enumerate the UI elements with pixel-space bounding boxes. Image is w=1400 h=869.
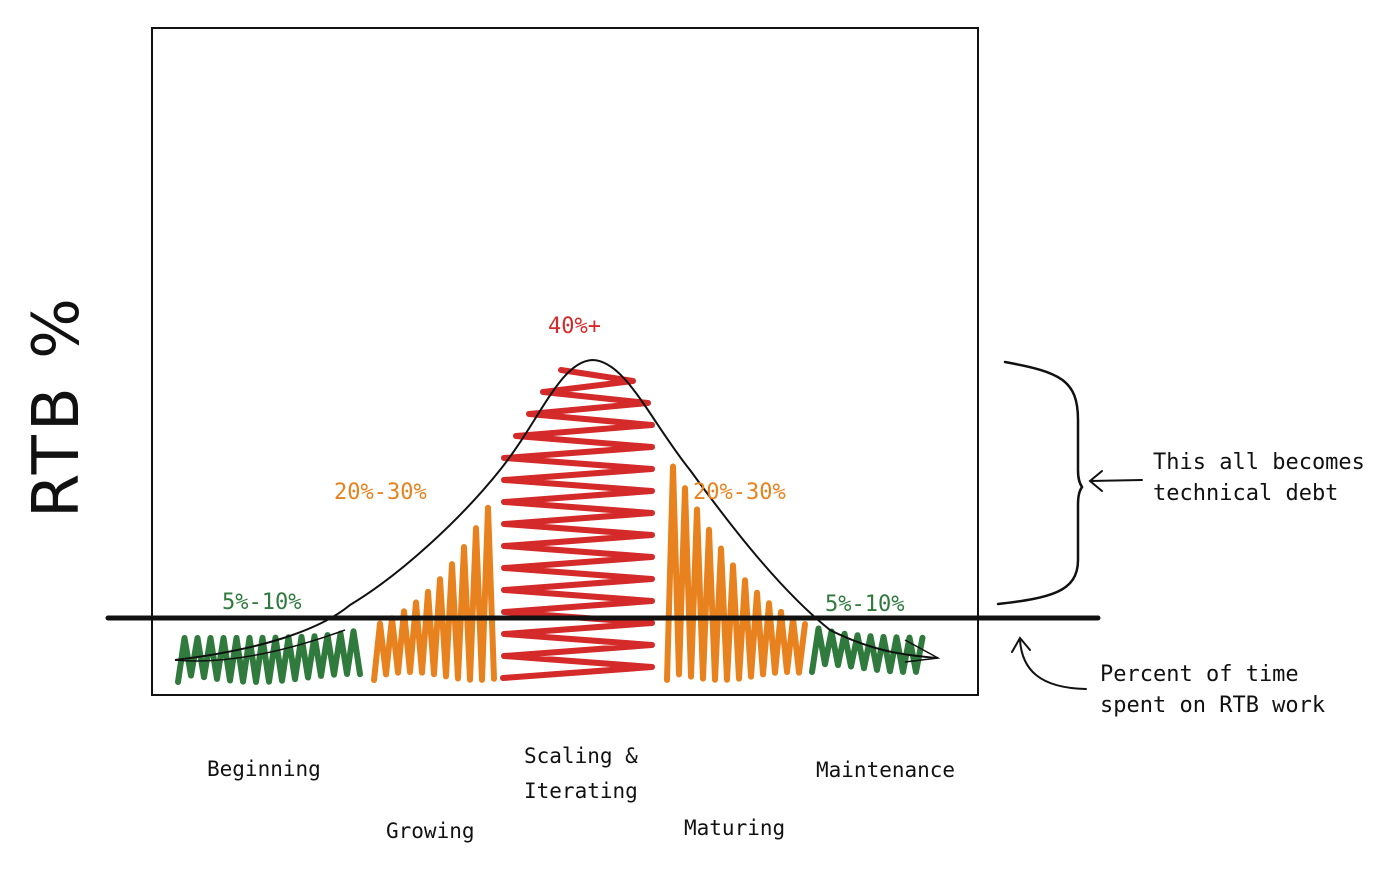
stage-label-growing: Growing bbox=[386, 819, 475, 843]
baseline-arrow bbox=[1011, 636, 1087, 690]
curve-lower-edge bbox=[174, 629, 346, 662]
baseline-note-line2: spent on RTB work bbox=[1100, 693, 1325, 718]
right-brace bbox=[996, 360, 1084, 606]
stage-label-maturing: Maturing bbox=[684, 816, 785, 840]
scribble-scaling bbox=[500, 367, 655, 681]
scribble-growing bbox=[371, 504, 497, 683]
y-axis-label: RTB % bbox=[20, 294, 94, 518]
stage-label-maintenance: Maintenance bbox=[816, 758, 955, 782]
scribble-maturing bbox=[664, 463, 808, 683]
scaling-percent-label: 40%+ bbox=[548, 314, 601, 339]
scribble-fills bbox=[175, 367, 926, 685]
scribble-maintenance bbox=[809, 625, 926, 675]
growing-percent-label: 20%-30% bbox=[334, 480, 427, 505]
tech-debt-arrow bbox=[1088, 470, 1143, 492]
maturing-percent-label: 20%-30% bbox=[693, 480, 786, 505]
stage-label-scaling-line2: Iterating bbox=[524, 779, 638, 803]
scribble-beginning bbox=[175, 628, 363, 685]
stage-label-scaling-line1: Scaling & bbox=[524, 744, 638, 768]
curve-arrowhead bbox=[904, 639, 941, 663]
diagram-frame bbox=[151, 27, 979, 696]
tech-debt-note-line1: This all becomes bbox=[1153, 450, 1365, 475]
tech-debt-note-line2: technical debt bbox=[1153, 481, 1338, 506]
baseline-note-line1: Percent of time bbox=[1100, 662, 1299, 687]
stage-label-beginning: Beginning bbox=[207, 757, 321, 781]
beginning-percent-label: 5%-10% bbox=[222, 590, 301, 615]
maintenance-percent-label: 5%-10% bbox=[825, 592, 904, 617]
